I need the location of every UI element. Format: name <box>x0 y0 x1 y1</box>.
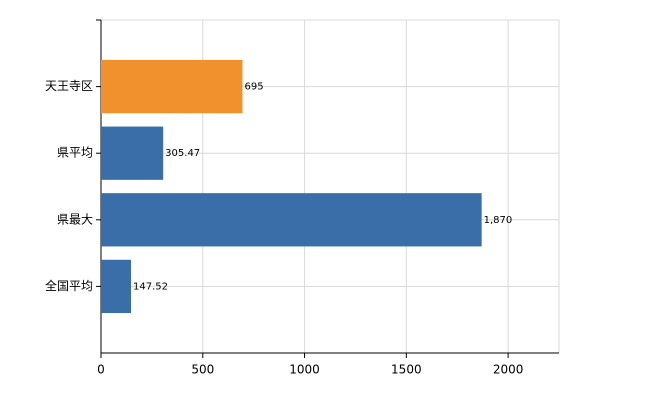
value-label: 695 <box>244 82 263 93</box>
bar <box>101 59 243 114</box>
y-tick-label: 天王寺区 <box>45 79 93 93</box>
y-tick-label: 県最大 <box>57 212 93 226</box>
x-tick-label: 1500 <box>391 363 422 377</box>
bar <box>101 126 164 180</box>
value-label: 147.52 <box>133 281 168 292</box>
value-label: 305.47 <box>165 148 200 159</box>
x-tick-label: 2000 <box>493 363 524 377</box>
x-tick-label: 500 <box>191 363 214 377</box>
bar <box>101 259 132 314</box>
x-tick-label: 1000 <box>289 363 320 377</box>
y-tick-label: 全国平均 <box>45 278 93 293</box>
x-tick-label: 0 <box>97 363 105 377</box>
y-tick-label: 県平均 <box>57 146 93 160</box>
bar <box>101 193 482 247</box>
value-label: 1,870 <box>484 215 513 226</box>
